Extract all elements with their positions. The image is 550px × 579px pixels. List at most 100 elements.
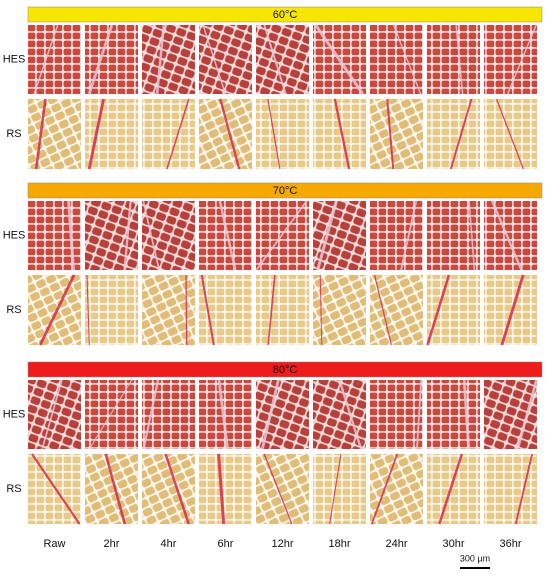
tissue-strand xyxy=(142,200,160,271)
tissue-strand xyxy=(87,98,105,170)
tissue-strand xyxy=(267,98,281,170)
tissue-strand xyxy=(495,98,524,170)
micrograph xyxy=(313,99,366,169)
tissue-strand xyxy=(333,98,351,170)
micrograph xyxy=(370,275,423,345)
tissue-strand xyxy=(267,274,276,346)
panel-header: 80°C xyxy=(27,361,543,378)
tissue-strand xyxy=(31,453,81,525)
tissue-strand xyxy=(261,379,280,450)
micrograph xyxy=(484,380,537,449)
micrograph xyxy=(85,454,138,524)
tissue-strand xyxy=(455,24,464,95)
column-label: Raw xyxy=(43,538,65,550)
micrograph xyxy=(427,380,480,449)
tissue-strand xyxy=(449,98,473,170)
micrograph xyxy=(484,275,537,345)
row-label: RS xyxy=(6,128,21,140)
header-title: 60°C xyxy=(273,9,298,21)
tissue-strand xyxy=(263,24,287,95)
tissue-strand xyxy=(41,379,63,450)
micrograph xyxy=(256,99,309,169)
tissue-strand xyxy=(217,453,226,525)
header-title: 80°C xyxy=(273,364,298,376)
tissue-strand xyxy=(166,98,190,170)
micrograph xyxy=(484,25,537,94)
row-label: HES xyxy=(3,229,26,241)
micrograph xyxy=(427,25,480,94)
micrograph xyxy=(199,454,252,524)
column-label: 4hr xyxy=(161,538,177,550)
micrograph xyxy=(370,454,423,524)
micrograph xyxy=(85,380,138,449)
tissue-strand xyxy=(33,24,59,95)
tissue-strand xyxy=(338,379,363,450)
tissue-strand xyxy=(516,379,538,450)
micrograph xyxy=(28,99,81,169)
tissue-strand xyxy=(202,24,227,95)
micrograph xyxy=(142,99,195,169)
micrograph xyxy=(256,454,309,524)
column-label: 6hr xyxy=(218,538,234,550)
tissue-strand xyxy=(329,453,342,525)
row-label: HES xyxy=(3,53,26,65)
tissue-strand xyxy=(386,98,395,170)
tissue-strand xyxy=(217,379,230,450)
tissue-strand xyxy=(218,200,237,271)
tissue-strand xyxy=(87,24,114,95)
column-label: 36hr xyxy=(499,538,521,550)
tissue-strand xyxy=(200,274,215,346)
tissue-strand xyxy=(462,379,471,450)
header-title: 70°C xyxy=(273,185,298,197)
tissue-strand xyxy=(185,274,188,346)
tissue-strand xyxy=(373,274,392,346)
tissue-strand xyxy=(88,379,133,450)
tissue-strand xyxy=(491,200,523,271)
micrograph xyxy=(484,454,537,524)
tissue-strand xyxy=(314,24,364,95)
tissue-strand xyxy=(392,24,422,95)
micrograph xyxy=(427,275,480,345)
column-label: 30hr xyxy=(442,538,464,550)
tissue-strand xyxy=(319,274,323,346)
tissue-strand xyxy=(67,200,75,271)
micrograph xyxy=(142,25,195,94)
header-bar xyxy=(27,361,543,378)
panel-header: 70°C xyxy=(27,182,543,199)
row-label: HES xyxy=(3,408,26,420)
micrograph xyxy=(28,380,81,449)
panel-header: 60°C xyxy=(27,6,543,23)
micrograph xyxy=(370,201,423,270)
micrograph xyxy=(85,99,138,169)
tissue-strand xyxy=(468,200,476,271)
micrograph xyxy=(484,201,537,270)
tissue-strand xyxy=(371,453,399,525)
tissue-strand xyxy=(500,274,525,346)
header-bar xyxy=(27,182,543,199)
header-bar xyxy=(27,6,543,23)
tissue-strand xyxy=(123,200,132,271)
micrograph xyxy=(85,275,138,345)
micrograph xyxy=(370,25,423,94)
tissue-strand xyxy=(426,274,451,346)
micrograph xyxy=(142,201,195,270)
micrograph xyxy=(256,275,309,345)
column-label: 18hr xyxy=(328,538,350,550)
tissue-strand xyxy=(86,274,90,346)
tissue-strand xyxy=(400,200,418,271)
tissue-strand xyxy=(416,379,423,450)
micrograph xyxy=(370,99,423,169)
tissue-strand xyxy=(263,453,293,525)
tissue-strand xyxy=(255,200,308,271)
micrograph xyxy=(199,201,252,270)
tissue-strand xyxy=(506,24,537,95)
tissue-strand xyxy=(316,200,338,271)
micrograph xyxy=(28,275,81,345)
tissue-strand xyxy=(34,98,47,170)
scale-bar-label: 300 µm xyxy=(460,553,490,563)
row-label: RS xyxy=(6,304,21,316)
tissue-strand xyxy=(438,453,464,525)
tissue-strand xyxy=(104,453,127,525)
tissue-strand xyxy=(514,453,533,525)
